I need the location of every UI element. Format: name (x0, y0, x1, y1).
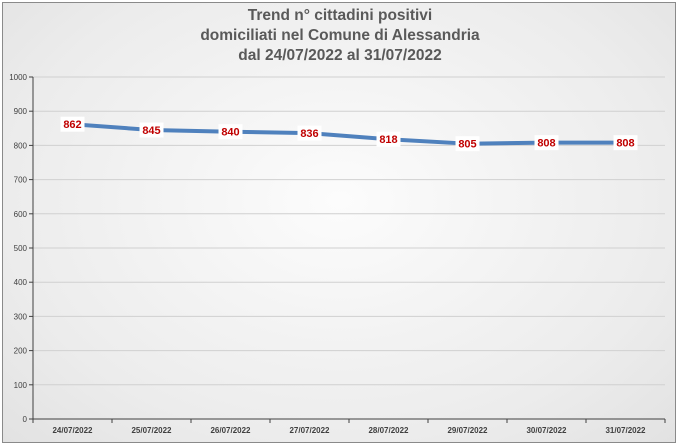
data-label: 808 (537, 138, 555, 150)
data-label-box (297, 125, 322, 141)
chart-frame (2, 2, 676, 443)
chart-title-line-1: Trend n° cittadini positivi (247, 7, 433, 24)
y-tick-label: 400 (14, 278, 28, 287)
data-label: 818 (379, 134, 397, 146)
x-tick-label: 31/07/2022 (605, 426, 646, 435)
y-tick-label: 600 (14, 210, 28, 219)
chart-title: Trend n° cittadini positivi domiciliati … (0, 6, 680, 66)
data-label: 805 (458, 139, 476, 151)
y-tick-label: 300 (14, 312, 28, 321)
data-label-box (376, 131, 401, 147)
data-label-box (534, 135, 559, 151)
y-tick-label: 200 (14, 347, 28, 356)
x-tick-label: 24/07/2022 (52, 426, 93, 435)
data-label-box (60, 116, 85, 132)
x-tick-label: 27/07/2022 (289, 426, 330, 435)
x-tick-label: 26/07/2022 (210, 426, 251, 435)
y-tick-label: 800 (14, 141, 28, 150)
x-tick-label: 28/07/2022 (368, 426, 409, 435)
data-label: 845 (142, 125, 160, 137)
y-tick-label: 0 (23, 415, 28, 424)
y-tick-label: 900 (14, 107, 28, 116)
x-tick-label: 29/07/2022 (447, 426, 488, 435)
chart-title-line-2: domiciliati nel Comune di Alessandria (200, 27, 480, 44)
data-label-box (613, 135, 638, 151)
x-tick-label: 25/07/2022 (131, 426, 172, 435)
data-label: 808 (616, 138, 634, 150)
data-label: 836 (300, 128, 318, 140)
series-line (70, 122, 628, 146)
x-tick-label: 30/07/2022 (526, 426, 567, 435)
y-tick-label: 700 (14, 176, 28, 185)
data-label-box (139, 122, 164, 138)
data-label-box (218, 124, 243, 140)
y-tick-label: 100 (14, 381, 28, 390)
y-tick-label: 500 (14, 244, 28, 253)
chart-title-line-3: dal 24/07/2022 al 31/07/2022 (238, 47, 442, 64)
data-label: 840 (221, 127, 239, 139)
data-label: 862 (63, 119, 81, 131)
data-label-box (455, 136, 480, 152)
y-tick-label: 1000 (9, 73, 27, 82)
